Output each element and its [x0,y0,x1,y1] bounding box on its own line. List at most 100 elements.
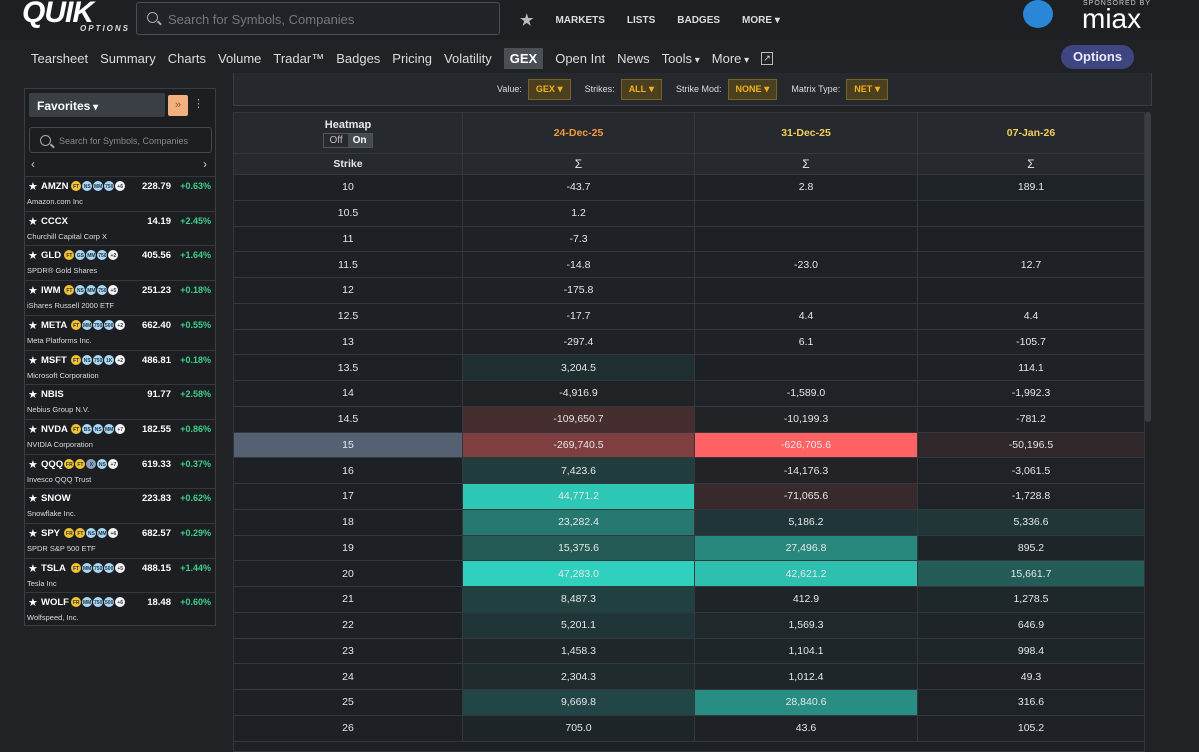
badge[interactable]: +2 [114,318,127,331]
tab[interactable]: GEX [503,48,544,69]
tab[interactable]: Tools [662,48,700,69]
tab[interactable]: Pricing [392,51,433,66]
star-icon[interactable]: ★ [28,493,38,506]
badge[interactable]: 500 [103,561,116,574]
tab[interactable]: Tradar™ [273,51,325,66]
tab[interactable]: Volatility [444,51,492,66]
badge[interactable]: +7 [114,422,127,435]
badge[interactable]: X [85,457,98,470]
star-icon[interactable]: ★ [28,562,38,575]
star-icon[interactable]: ★ [28,389,38,402]
star-icon[interactable]: ★ [28,319,38,332]
options-button[interactable]: Options [1061,45,1134,69]
strike: 13 [234,329,463,356]
star-icon[interactable]: ★ [28,285,38,298]
favorite-item[interactable]: ★ SNOW 223.83 +0.62% Snowflake Inc. [25,488,215,523]
badge[interactable]: +5 [114,561,127,574]
tab[interactable]: More [712,48,749,69]
tab[interactable]: News [617,51,650,66]
strike: 20 [234,561,463,587]
badge[interactable]: FT [70,422,83,435]
star-icon[interactable]: ★ [28,597,38,610]
favorite-item[interactable]: ★ NVDA FT BS NS MM +7 182.55 +0.86% NVIDIA Corpor… [25,418,215,454]
badge[interactable]: +6 [114,596,127,609]
star-icon[interactable]: ★ [28,250,38,263]
favorite-item[interactable]: ★ GLD FT GS MM 750 +2 405.56 +1.64% SPDR® Gold Sh… [25,245,215,280]
control-value[interactable]: GEX [527,78,571,100]
tab[interactable]: Charts [167,51,207,66]
tab[interactable]: Tearsheet [31,51,89,66]
tab[interactable]: Open Int [555,51,606,66]
favorite-item[interactable]: ★ MSFT FT NS 750 1K +2 486.81 +0.18% Microsoft Co… [25,349,215,385]
badge[interactable]: 750 [92,318,105,331]
strike: 10 [234,175,463,201]
favorite-item[interactable]: ★ META FT MM 750 500 +2 662.40 +0.55% Meta Platfo… [25,314,215,350]
gex-value [918,200,1145,227]
tab[interactable]: Badges [336,51,381,66]
favorite-item[interactable]: ★ WOLF FR MM 750 500 +6 18.48 +0.60% Wolfspeed, I… [25,592,215,627]
favorite-item[interactable]: ★ CCCX 14.19 +2.45% Churchill Capital Corp X [25,210,215,246]
gex-value: -23.0 [695,252,918,278]
star-icon[interactable]: ★ [520,12,534,29]
favorite-item[interactable]: ★ IWM FT NS MM 750 +5 251.23 +0.18% iShares Russe… [25,280,215,315]
menu-icon[interactable]: ⋮ [193,98,204,110]
favorite-item[interactable]: ★ NBIS 91.77 +2.58% Nebius Group N.V. [25,384,215,419]
tab[interactable]: Volume [218,51,262,66]
toggle-option[interactable]: On [347,133,372,147]
prev-arrow[interactable]: ‹ [31,157,35,171]
favorite-item[interactable]: ★ SPY FR FT NS MM +6 682.57 +0.29% SPDR S&P 500 E… [25,523,215,558]
search-placeholder: Search for Symbols, Companies [59,136,189,146]
badge[interactable]: FT [70,561,83,574]
external-link-icon[interactable]: ↗ [761,52,773,65]
sponsor[interactable]: miax [1082,3,1142,34]
badge[interactable]: FT [70,353,83,366]
toggle-option[interactable]: Off [329,134,343,146]
gex-value: 646.9 [918,612,1145,639]
collapse-button[interactable]: » [168,95,188,116]
symbol: TSLA [41,562,66,574]
star-icon[interactable]: ★ [28,528,38,540]
badge[interactable]: +5 [107,284,120,297]
badge[interactable]: +2 [107,249,120,262]
tab[interactable]: Summary [100,51,156,66]
next-arrow[interactable]: › [203,157,207,171]
logo[interactable]: QUIK [22,0,94,29]
avatar[interactable] [1023,0,1053,28]
nav-link[interactable]: MORE [742,15,780,26]
badge[interactable]: FT [70,180,83,192]
gex-value: 998.4 [918,638,1145,665]
search-box[interactable]: Search for Symbols, Companies [136,2,500,35]
gex-value: 189.1 [918,175,1145,201]
badge[interactable]: 500 [103,318,116,331]
nav-link[interactable]: MARKETS [555,14,605,26]
star-icon[interactable]: ★ [28,215,38,228]
favorites-select[interactable]: Favorites [29,93,165,117]
favorite-item[interactable]: ★ TSLA FT MM 750 500 +5 488.15 +1.44% Tesla Inc [25,557,215,593]
badge[interactable]: FT [74,457,87,470]
badge[interactable]: NS [81,353,94,366]
star-icon[interactable]: ★ [28,354,38,367]
star-icon[interactable]: ★ [28,458,38,471]
badge[interactable]: +6 [107,527,120,539]
controls: Value: GEX Strikes: ALL Strike Mod: NONE Matri… [233,73,1152,106]
badge[interactable]: +6 [114,180,127,192]
badge[interactable]: FT [63,284,76,297]
control-value[interactable]: NONE [727,78,778,100]
badge[interactable]: +7 [107,457,120,470]
heatmap-toggle[interactable]: Off On [323,132,373,148]
nav-link[interactable]: LISTS [626,14,656,26]
favorite-item[interactable]: ★ AMZN FT NS MM 750 +6 228.79 +0.63% Amazon.com I… [25,176,215,211]
favorite-item[interactable]: ★ QQQ FR FT X NS +7 619.33 +0.37% Invesco QQQ Tru… [25,453,215,489]
gex-value: 1.2 [463,200,695,227]
star-icon[interactable]: ★ [28,423,38,436]
price: 91.77 [147,389,171,401]
control-value[interactable]: ALL [620,78,662,100]
control-value[interactable]: NET [846,78,889,100]
scrollbar[interactable] [1145,112,1151,422]
sidebar-search[interactable]: Search for Symbols, Companies [29,127,212,153]
badge[interactable]: FT [70,318,83,331]
strike: 25 [234,690,463,716]
star-icon[interactable]: ★ [28,181,38,193]
badge[interactable]: +2 [114,353,127,366]
nav-link[interactable]: BADGES [677,14,721,26]
